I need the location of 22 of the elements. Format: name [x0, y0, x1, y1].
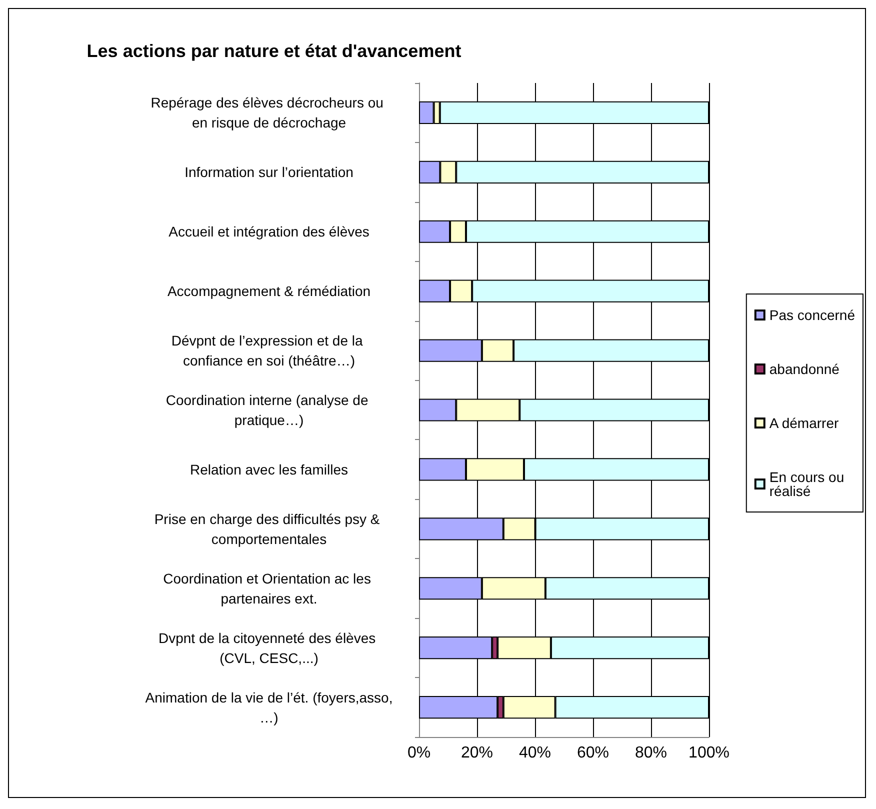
legend-label: abandonné: [769, 361, 840, 377]
y-tick-label: Accompagnement & rémédiation: [167, 283, 371, 300]
y-tick-label: Coordination interne (analyse de pratique…): [166, 392, 372, 428]
x-tick-label: 60%: [576, 744, 610, 762]
y-tick-label: Repérage des élèves décrocheurs ou en risque de décrochage: [150, 94, 388, 131]
legend-label: En cours ou réalisé: [769, 469, 848, 499]
y-tick-label: Information sur l’orientation: [184, 164, 354, 180]
y-tick-label: Dvpnt de la citoyenneté des élèves (CVL, CESC,...): [158, 630, 380, 666]
x-tick-label: 40%: [518, 744, 552, 762]
legend-label: A démarrer: [769, 415, 839, 431]
text: Les actions par nature et état d'avancement: [86, 41, 462, 61]
y-tick-label: Dévpnt de l’expression et de la confiance en soi (théâtre…): [171, 332, 367, 369]
x-tick-label: 100%: [688, 744, 730, 762]
legend-label: Pas concerné: [769, 307, 856, 323]
x-tick-label: 0%: [407, 744, 431, 762]
y-tick-label: Accueil et intégration des élèves: [168, 224, 370, 240]
y-tick-label: Relation avec les familles: [190, 461, 348, 478]
y-tick-label: Animation de la vie de l’ét. (foyers,asso,…): [145, 689, 393, 726]
y-tick-label: Coordination et Orientation ac les partenaires ext.: [163, 570, 375, 606]
y-tick-label: Prise en charge des difficultés psy & comportementales: [154, 510, 384, 547]
x-tick-label: 80%: [634, 744, 668, 762]
x-tick-label: 20%: [460, 744, 494, 762]
